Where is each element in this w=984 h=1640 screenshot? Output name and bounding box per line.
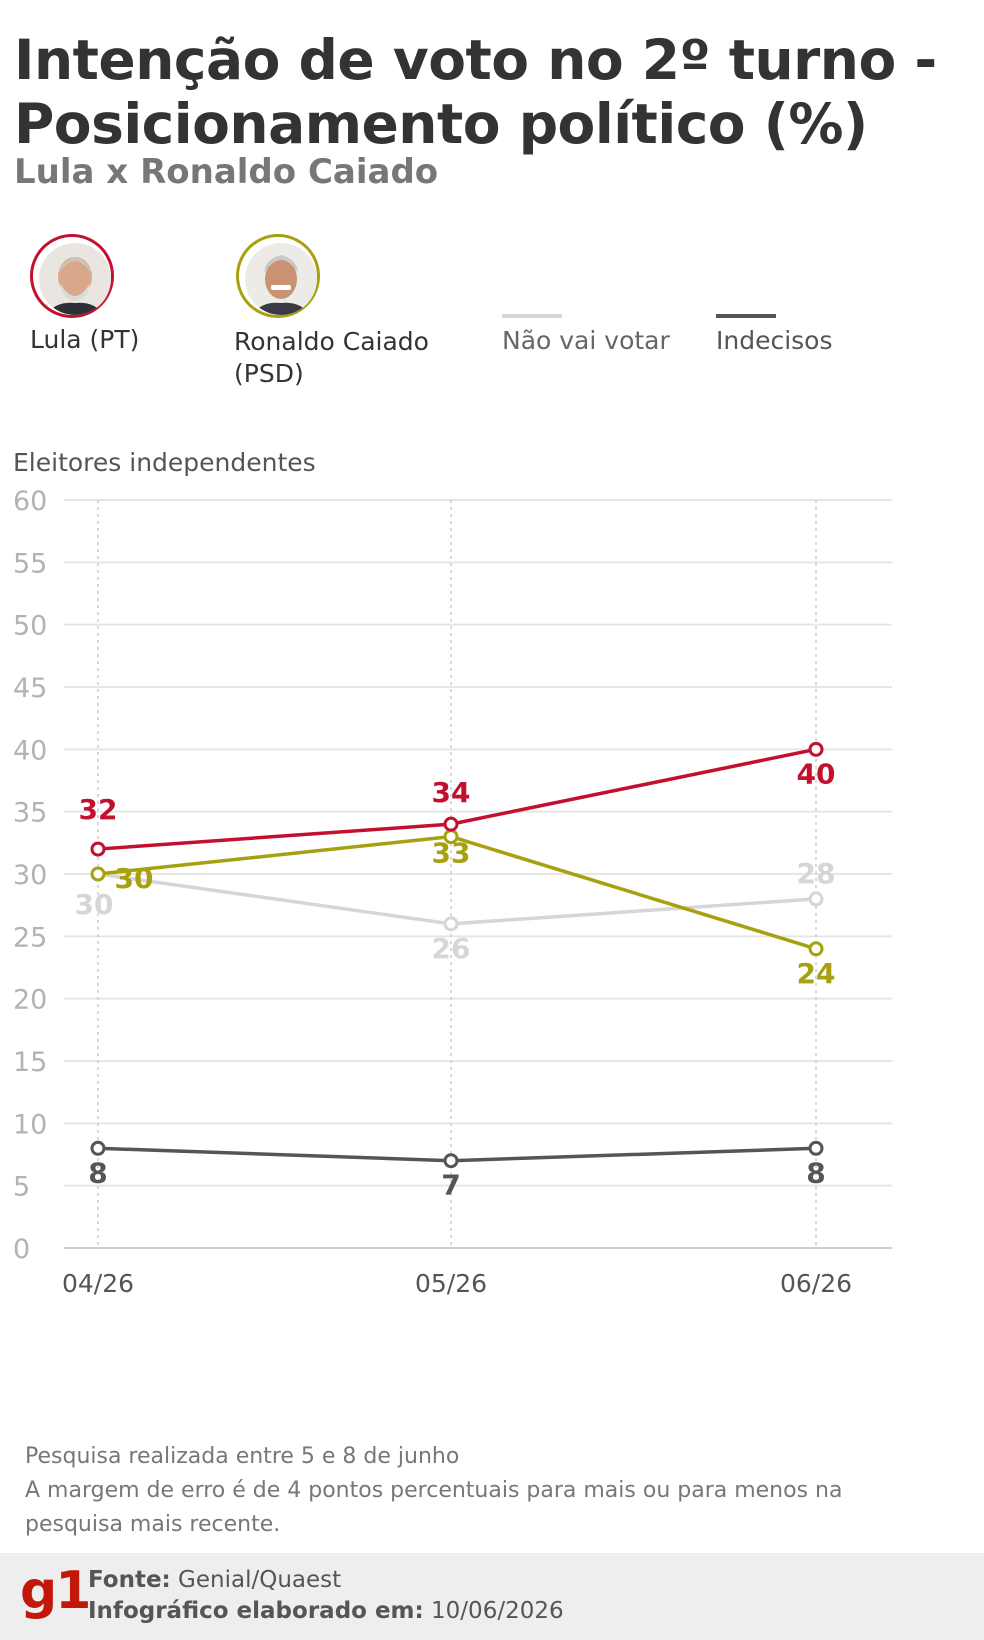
data-label: 34: [432, 776, 471, 809]
data-point: [808, 1140, 824, 1156]
data-point: [90, 841, 106, 857]
lula-avatar: [30, 234, 114, 318]
x-tick-label: 04/26: [62, 1269, 134, 1298]
source-label: Fonte:: [88, 1567, 171, 1593]
legend-nao-vai-votar-label: Não vai votar: [502, 326, 670, 355]
g1-logo: g1: [20, 1561, 91, 1621]
caiado-portrait: [245, 243, 317, 315]
date-label: Infográfico elaborado em:: [88, 1598, 424, 1624]
note-line-3: pesquisa mais recente.: [25, 1512, 281, 1537]
y-tick-label: 40: [13, 735, 47, 766]
date-line: Infográfico elaborado em: 10/06/2026: [88, 1598, 564, 1624]
data-point: [443, 816, 459, 832]
grid-lines: [64, 499, 892, 1249]
data-label: 8: [88, 1156, 107, 1189]
y-tick-label: 60: [13, 490, 47, 517]
data-point: [443, 1153, 459, 1169]
y-tick-label: 55: [13, 548, 47, 579]
legend-nao-vai-votar-swatch: [502, 314, 562, 318]
y-tick-label: 5: [13, 1172, 30, 1203]
y-tick-label: 35: [13, 798, 47, 829]
legend-indecisos-label: Indecisos: [716, 326, 833, 355]
y-tick-label: 45: [13, 673, 47, 704]
data-labels: 30 26 28 8 7 8 30 33 24 32 34 40: [75, 757, 836, 1201]
data-label: 28: [797, 857, 836, 890]
caiado-avatar: [236, 234, 320, 318]
source-value: Genial/Quaest: [170, 1567, 342, 1593]
data-label: 30: [75, 888, 114, 921]
x-tick-label: 06/26: [780, 1269, 852, 1298]
legend-indecisos-swatch: [716, 314, 776, 318]
footnotes: Pesquisa realizada entre 5 e 8 de junho …: [25, 1440, 965, 1542]
data-label: 24: [797, 957, 836, 990]
data-point: [443, 916, 459, 932]
y-tick-label: 10: [13, 1109, 47, 1140]
line-chart: 0 5 10 15 20 25 30 35 40 45 50 55 60 04/26 05/26 06/26…: [13, 490, 892, 1298]
chart-subtitle: Lula x Ronaldo Caiado: [14, 152, 439, 192]
source-line: Fonte: Genial/Quaest: [88, 1567, 341, 1593]
data-label: 40: [797, 757, 836, 790]
chart-section-label: Eleitores independentes: [13, 448, 316, 477]
note-line-2: A margem de erro é de 4 pontos percentua…: [25, 1478, 843, 1503]
data-point: [808, 891, 824, 907]
data-point: [90, 866, 106, 882]
data-label: 8: [806, 1156, 825, 1189]
legend-lula-label: Lula (PT): [30, 325, 140, 354]
chart-title: Intenção de voto no 2º turno - Posiciona…: [14, 28, 937, 156]
data-label: 7: [441, 1169, 460, 1202]
legend-caiado-label: Ronaldo Caiado: [234, 327, 429, 356]
lula-portrait: [39, 243, 111, 315]
footer-bar: g1 Fonte: Genial/Quaest Infográfico elab…: [0, 1553, 984, 1640]
data-label: 33: [432, 837, 471, 870]
data-point: [808, 741, 824, 757]
y-tick-label: 0: [13, 1234, 30, 1265]
x-tick-label: 05/26: [415, 1269, 487, 1298]
y-tick-label: 25: [13, 922, 47, 953]
data-point: [808, 941, 824, 957]
y-tick-label: 20: [13, 985, 47, 1016]
y-tick-label: 50: [13, 611, 47, 642]
date-value: 10/06/2026: [423, 1598, 564, 1624]
y-tick-label: 15: [13, 1047, 47, 1078]
y-axis-ticks: 0 5 10 15 20 25 30 35 40 45 50 55 60: [13, 490, 47, 1265]
series-lines: [90, 741, 824, 1169]
y-tick-label: 30: [13, 860, 47, 891]
data-label: 26: [432, 932, 471, 965]
note-line-1: Pesquisa realizada entre 5 e 8 de junho: [25, 1444, 460, 1469]
x-axis-ticks: 04/26 05/26 06/26: [62, 1269, 852, 1298]
data-label: 30: [115, 862, 154, 895]
data-point: [90, 1140, 106, 1156]
legend-caiado-party: (PSD): [234, 359, 304, 388]
data-label: 32: [79, 793, 118, 826]
